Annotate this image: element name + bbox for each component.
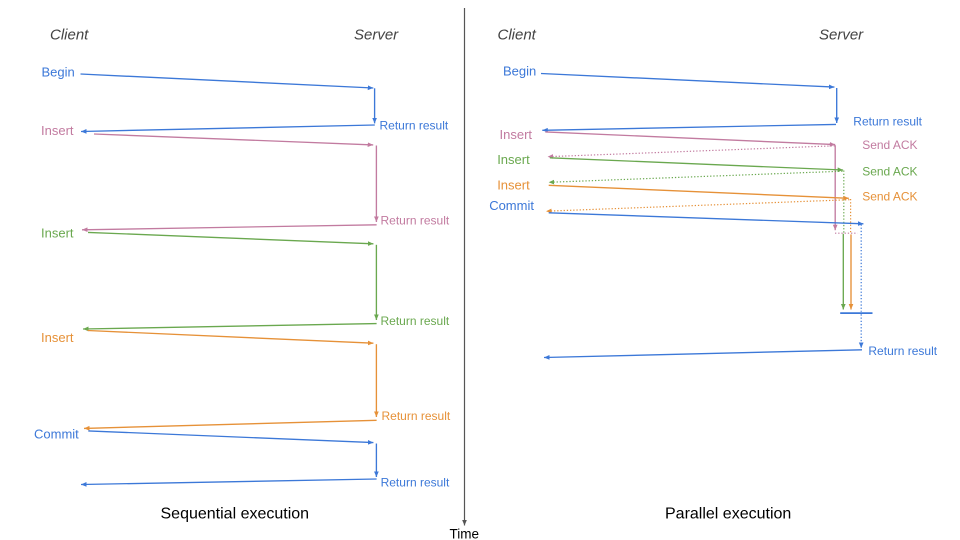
svg-text:Send ACK: Send ACK bbox=[862, 138, 917, 152]
svg-text:Return result: Return result bbox=[853, 115, 922, 129]
svg-text:Return result: Return result bbox=[380, 119, 449, 133]
svg-text:Client: Client bbox=[50, 27, 89, 44]
svg-text:Parallel execution: Parallel execution bbox=[665, 506, 791, 523]
svg-text:Return result: Return result bbox=[381, 314, 450, 328]
svg-text:Client: Client bbox=[498, 27, 537, 44]
svg-text:Insert: Insert bbox=[41, 330, 74, 345]
svg-text:Sequential execution: Sequential execution bbox=[161, 505, 310, 522]
svg-text:Return result: Return result bbox=[382, 409, 451, 423]
svg-text:Insert: Insert bbox=[500, 127, 533, 142]
svg-text:Insert: Insert bbox=[41, 123, 74, 138]
svg-text:Begin: Begin bbox=[503, 64, 536, 79]
svg-text:Return result: Return result bbox=[868, 344, 937, 358]
svg-text:Commit: Commit bbox=[489, 198, 534, 213]
svg-text:Commit: Commit bbox=[34, 427, 79, 442]
svg-text:Send ACK: Send ACK bbox=[862, 165, 917, 179]
svg-text:Insert: Insert bbox=[497, 152, 530, 167]
svg-text:Insert: Insert bbox=[41, 226, 74, 241]
svg-text:Return result: Return result bbox=[381, 476, 450, 490]
svg-text:Server: Server bbox=[354, 27, 399, 44]
svg-text:Server: Server bbox=[819, 27, 864, 44]
svg-text:Return result: Return result bbox=[381, 214, 450, 228]
svg-text:Time: Time bbox=[450, 526, 480, 540]
svg-text:Begin: Begin bbox=[42, 65, 75, 80]
svg-text:Insert: Insert bbox=[497, 178, 530, 193]
svg-text:Send ACK: Send ACK bbox=[862, 189, 917, 203]
